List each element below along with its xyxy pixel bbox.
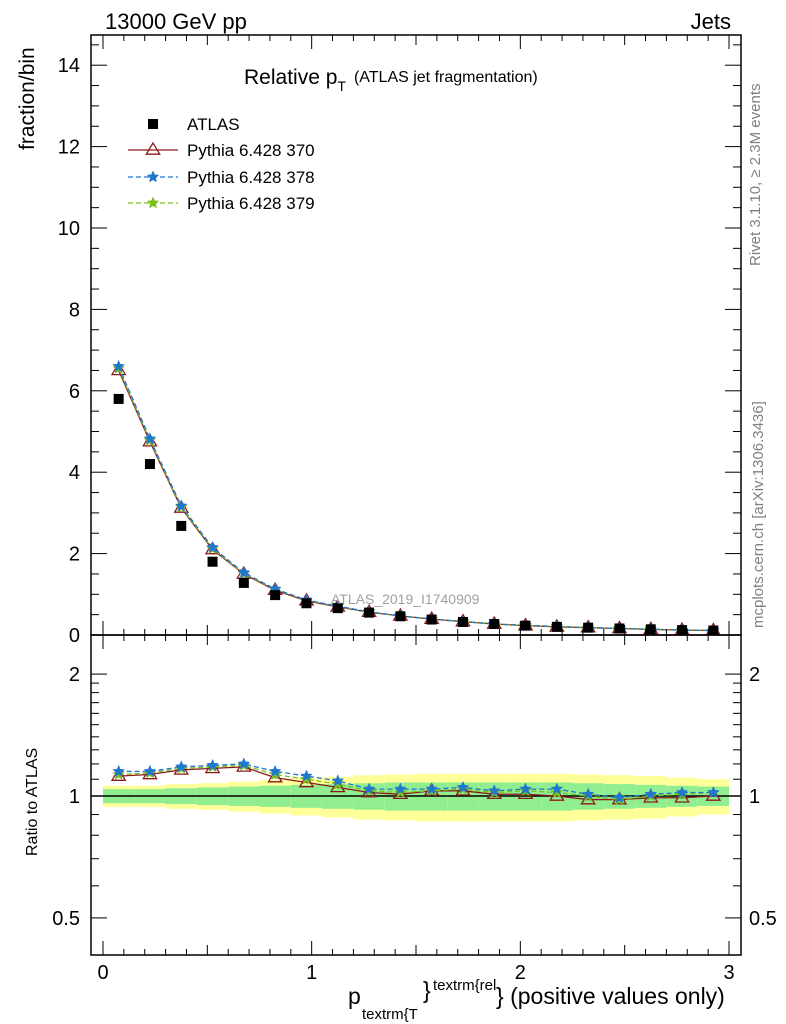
data-point-atlas	[708, 625, 719, 636]
header-left: 13000 GeV pp	[105, 9, 247, 34]
data-point-2	[143, 432, 157, 445]
title-rest: (ATLAS jet fragmentation)	[354, 69, 538, 86]
data-point-atlas	[176, 520, 187, 531]
ratio-line-2	[118, 763, 714, 799]
ratio-point-2	[644, 787, 658, 800]
ratio-point-2	[581, 787, 595, 800]
ratio-point-2	[174, 760, 188, 773]
data-point-atlas	[583, 622, 594, 633]
series-line-3	[118, 368, 714, 632]
title-main: Relative p	[244, 66, 337, 89]
x-label-sub: textrm{T	[362, 1006, 418, 1023]
ratio-point-2	[362, 782, 376, 795]
ratio-tick-label: 2	[69, 664, 80, 686]
legend-marker-1	[145, 141, 161, 155]
y-tick-label: 4	[69, 462, 80, 484]
ratio-tick-label: 1	[69, 786, 80, 808]
ratio-point-1	[549, 787, 565, 801]
y-tick-label: 6	[69, 381, 80, 403]
ratio-tick-label-right: 2	[749, 664, 760, 686]
header-right: Jets	[691, 9, 731, 34]
data-point-2	[112, 359, 126, 372]
data-point-atlas	[207, 556, 218, 567]
data-point-atlas	[301, 598, 312, 609]
ratio-point-2	[393, 782, 407, 795]
ratio-point-1	[298, 774, 315, 788]
legend-marker-3	[146, 196, 160, 209]
data-point-2	[174, 499, 188, 512]
data-point-atlas	[144, 459, 155, 470]
legend-marker-2	[146, 170, 160, 183]
y-axis-label: fraction/bin	[16, 47, 39, 150]
data-point-atlas	[614, 623, 625, 634]
legend-label-3: Pythia 6.428 379	[187, 194, 315, 213]
x-tick-label: 1	[306, 962, 317, 984]
ratio-line-3	[118, 764, 714, 801]
ratio-point-2	[550, 782, 564, 795]
x-axis-label: p textrm{T } textrm{rel } (positive valu…	[348, 977, 725, 1023]
ratio-point-2	[206, 758, 219, 771]
data-point-atlas	[364, 607, 375, 618]
data-point-atlas	[645, 624, 656, 635]
series-line-2	[118, 366, 714, 632]
legend-label-0: ATLAS	[187, 115, 240, 134]
side-label-upper: Rivet 3.1.10, ≥ 2.3M events	[747, 84, 764, 267]
ratio-point-2	[143, 764, 157, 777]
side-label-lower: mcplots.cern.ch [arXiv:1306.3436]	[750, 401, 767, 628]
data-point-2	[206, 540, 219, 553]
ratio-point-2	[331, 774, 345, 787]
ratio-tick-label-right: 0.5	[749, 908, 777, 930]
y-tick-label: 2	[69, 544, 80, 566]
title-sub: T	[337, 78, 346, 94]
ratio-point-2	[456, 780, 470, 793]
ratio-point-2	[112, 764, 126, 777]
y-tick-label: 8	[69, 299, 80, 321]
ratio-point-2	[675, 785, 689, 798]
legend-marker-atlas	[148, 119, 158, 129]
ratio-point-1	[329, 779, 346, 793]
x-label-sup: textrm{rel	[433, 977, 496, 994]
x-tick-label: 2	[515, 962, 526, 984]
legend: ATLAS Pythia 6.428 370 Pythia 6.428 378 Pyt…	[128, 115, 315, 213]
data-point-1	[110, 362, 127, 376]
data-point-atlas	[426, 614, 437, 625]
x-tick-label: 0	[97, 962, 108, 984]
ratio-tick-label: 0.5	[52, 908, 80, 930]
x-label-rest: } (positive values only)	[496, 983, 725, 1009]
legend-label-1: Pythia 6.428 370	[187, 141, 315, 160]
y-tick-label: 12	[58, 137, 80, 159]
y-tick-label: 10	[58, 218, 80, 240]
chart-title: Relative pT (ATLAS jet fragmentation)	[244, 66, 538, 94]
watermark: ATLAS_2019_I1740909	[331, 591, 480, 607]
ratio-point-2	[268, 764, 282, 777]
y-tick-label: 14	[58, 55, 80, 77]
ratio-tick-label-right: 1	[749, 786, 760, 808]
ratio-point-2	[519, 782, 532, 795]
data-point-atlas	[332, 603, 343, 614]
data-point-atlas	[113, 393, 124, 404]
data-point-atlas	[551, 621, 562, 632]
data-point-2	[237, 566, 251, 579]
ratio-point-2	[237, 757, 251, 770]
data-point-atlas	[457, 616, 468, 627]
ratio-point-2	[300, 769, 313, 782]
ratio-y-axis-label: Ratio to ATLAS	[24, 748, 41, 856]
data-point-atlas	[489, 619, 500, 630]
legend-label-2: Pythia 6.428 378	[187, 168, 315, 187]
data-point-atlas	[520, 620, 531, 631]
x-tick-label: 3	[723, 962, 734, 984]
ratio-point-2	[706, 785, 720, 798]
ratio-point-2	[425, 782, 439, 795]
ratio-point-1	[705, 787, 722, 801]
x-label-p: p	[348, 983, 361, 1009]
y-tick-label: 0	[69, 625, 80, 647]
data-point-atlas	[238, 577, 249, 588]
ratio-point-2	[487, 784, 501, 797]
data-point-atlas	[395, 611, 406, 622]
ratio-point-2	[613, 791, 626, 804]
x-label-brace: }	[423, 977, 431, 1003]
data-point-atlas	[677, 625, 688, 636]
data-point-atlas	[270, 590, 281, 601]
